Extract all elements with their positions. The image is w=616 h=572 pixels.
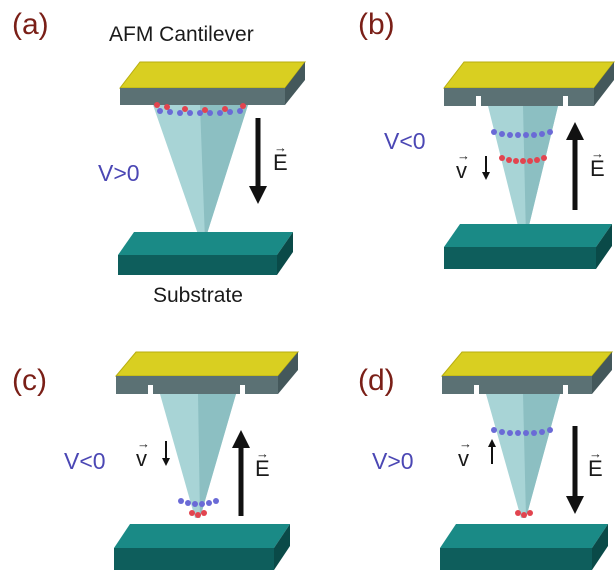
- notch-left: [474, 385, 479, 394]
- voltage-label: V>0: [372, 448, 414, 474]
- panel-label: (c): [12, 364, 47, 397]
- tip-shade: [198, 394, 236, 518]
- ion-band: [499, 155, 547, 164]
- vector-mark: →: [137, 436, 150, 451]
- tip-shade: [523, 106, 558, 238]
- substrate-side: [277, 232, 293, 275]
- cantilever-side: [592, 352, 612, 394]
- substrate-body: [114, 548, 274, 570]
- field-symbol: → E: [588, 446, 603, 481]
- substrate-body: [444, 247, 596, 269]
- cantilever-side: [278, 352, 298, 394]
- field-arrow-head: [232, 430, 250, 448]
- substrate-top: [440, 524, 608, 548]
- vector-mark: →: [256, 446, 269, 461]
- cantilever-top-surface: [442, 61, 616, 89]
- notch-right: [563, 385, 568, 394]
- ion-band: [154, 102, 246, 113]
- afm-diagram-b: [442, 61, 616, 269]
- cantilever-body: [442, 376, 592, 394]
- cantilever-side: [594, 62, 614, 106]
- vector-mark: →: [589, 446, 602, 461]
- vector-mark: →: [591, 146, 604, 161]
- panel-b: (b) V<0 → v → E: [308, 0, 616, 286]
- substrate-top: [118, 232, 293, 255]
- notch-right: [563, 96, 568, 106]
- substrate-body: [440, 548, 592, 570]
- afm-diagram-d: [440, 351, 614, 570]
- velocity-symbol: → v: [456, 148, 470, 183]
- panel-label: (d): [358, 364, 395, 397]
- field-symbol: → E: [255, 446, 270, 481]
- substrate-side: [596, 224, 612, 269]
- notch-right: [240, 385, 245, 394]
- afm-diagram-c: [114, 351, 300, 570]
- field-arrow-head: [249, 186, 267, 204]
- cantilever-top-surface: [440, 351, 614, 377]
- panel-d: (d) V>0 → v → E: [308, 286, 616, 572]
- cantilever-caption: AFM Cantilever: [109, 23, 254, 46]
- velocity-symbol: → v: [136, 436, 150, 471]
- vector-mark: →: [459, 436, 472, 451]
- tip-shade: [523, 394, 560, 518]
- electron-band: [491, 129, 553, 138]
- substrate-body: [118, 255, 277, 275]
- substrate-side: [592, 524, 608, 570]
- cantilever-body: [116, 376, 278, 394]
- electron-band: [178, 498, 219, 507]
- vector-mark: →: [457, 148, 470, 163]
- field-symbol: → E: [273, 140, 288, 175]
- velocity-arrow-head: [162, 458, 170, 466]
- substrate-top: [114, 524, 290, 548]
- substrate-top: [444, 224, 612, 247]
- cantilever-side: [285, 62, 305, 105]
- cantilever-body: [120, 88, 285, 105]
- cantilever-top-surface: [114, 351, 300, 377]
- substrate-side: [274, 524, 290, 570]
- velocity-symbol: → v: [458, 436, 472, 471]
- ion-band: [515, 510, 533, 518]
- field-symbol: → E: [590, 146, 605, 181]
- tip-shade: [200, 105, 248, 240]
- panel-label: (b): [358, 8, 395, 41]
- voltage-label: V<0: [64, 448, 106, 474]
- vector-mark: →: [274, 140, 287, 155]
- cantilever-top-surface: [118, 61, 307, 89]
- voltage-label: V>0: [98, 160, 140, 186]
- notch-left: [148, 385, 153, 394]
- panel-a: (a) AFM Cantilever V>0 → E Substrate: [0, 0, 308, 307]
- panel-label: (a): [12, 8, 49, 41]
- afm-diagram-a: [118, 61, 307, 275]
- electron-band: [491, 427, 553, 436]
- ion-band: [189, 510, 207, 518]
- substrate-caption: Substrate: [153, 284, 243, 307]
- field-arrow-head: [566, 122, 584, 140]
- notch-left: [476, 96, 481, 106]
- cantilever-body: [444, 88, 594, 106]
- voltage-label: V<0: [384, 128, 426, 154]
- velocity-arrow-head: [482, 172, 490, 180]
- electron-band: [157, 108, 243, 116]
- velocity-arrow-head: [488, 439, 496, 447]
- field-arrow-head: [566, 496, 584, 514]
- panel-c: (c) V<0 → v → E: [0, 286, 308, 572]
